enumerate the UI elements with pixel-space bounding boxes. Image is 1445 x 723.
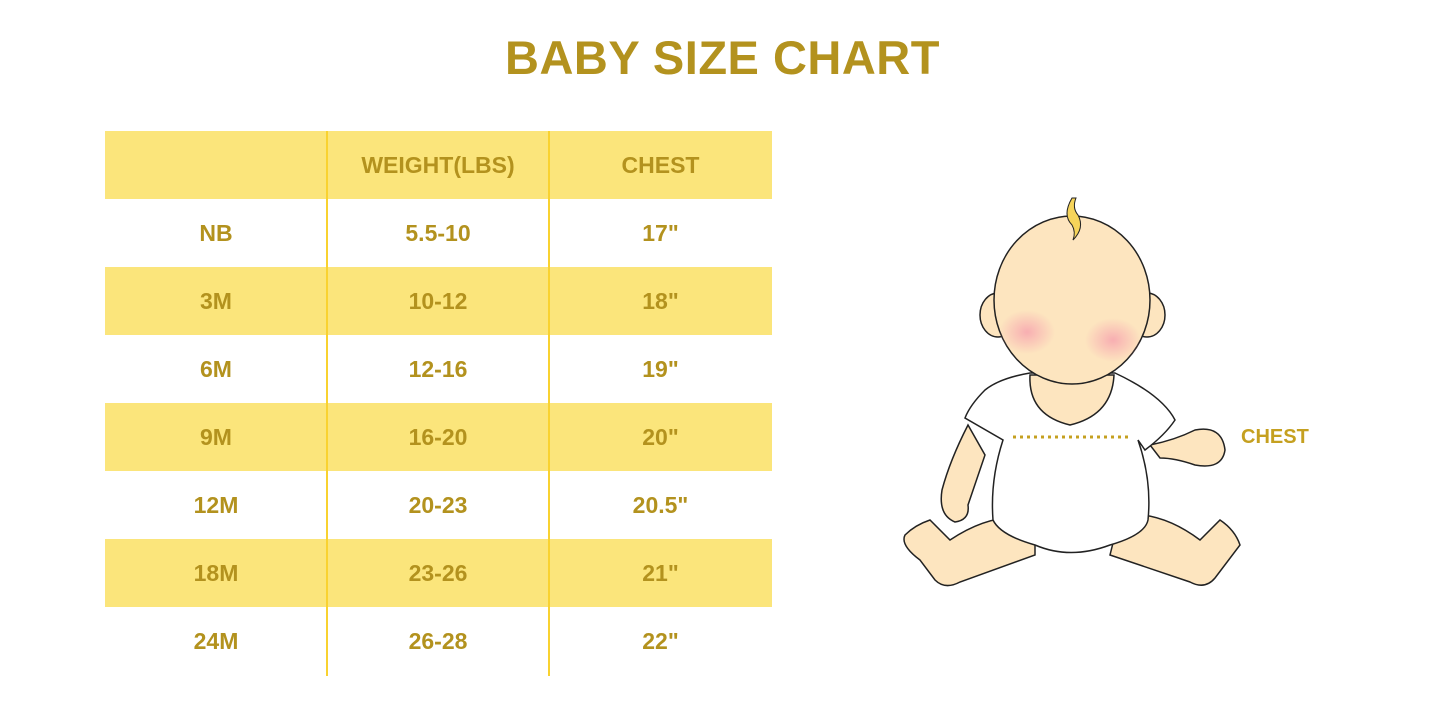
left-cheek — [999, 310, 1055, 354]
left-leg — [903, 516, 1036, 587]
table-row: NB 5.5-10 17" — [105, 199, 772, 267]
table-header-row: WEIGHT(LBS) CHEST — [105, 131, 772, 199]
size-cell: 6M — [200, 355, 232, 382]
page-title: BABY SIZE CHART — [505, 31, 940, 84]
size-cell: NB — [199, 219, 233, 246]
chest-cell: 20.5" — [632, 491, 689, 518]
weight-cell: 23-26 — [408, 559, 468, 586]
left-arm — [940, 423, 986, 523]
chest-cell: 22" — [642, 627, 679, 654]
weight-cell: 10-12 — [408, 287, 468, 314]
size-cell: 9M — [200, 423, 232, 450]
right-cheek — [1085, 318, 1141, 362]
right-arm — [1148, 428, 1226, 467]
onesie — [964, 372, 1176, 554]
chest-cell: 18" — [642, 287, 679, 314]
chest-label: CHEST — [1241, 426, 1309, 448]
table-row: 9M 16-20 20" — [105, 403, 772, 471]
weight-cell: 12-16 — [408, 355, 468, 382]
size-cell: 12M — [193, 491, 239, 518]
column-divider — [548, 131, 550, 676]
size-table: WEIGHT(LBS) CHEST NB 5.5-10 17" 3M 10-12 18" 6… — [105, 131, 772, 675]
table-row: 3M 10-12 18" — [105, 267, 772, 335]
size-cell: 3M — [200, 287, 232, 314]
size-cell: 18M — [193, 559, 239, 586]
chest-cell: 17" — [642, 219, 679, 246]
table-row: 18M 23-26 21" — [105, 539, 772, 607]
table-row: 12M 20-23 20.5" — [105, 471, 772, 539]
chest-cell: 20" — [642, 423, 679, 450]
header-cell: CHEST — [621, 151, 700, 178]
weight-cell: 26-28 — [408, 627, 468, 654]
weight-cell: 5.5-10 — [405, 219, 471, 246]
chest-cell: 21" — [642, 559, 679, 586]
column-divider — [326, 131, 328, 676]
right-leg — [1109, 513, 1241, 586]
table-row: 6M 12-16 19" — [105, 335, 772, 403]
weight-cell: 16-20 — [408, 423, 468, 450]
header-cell: WEIGHT(LBS) — [361, 151, 515, 178]
weight-cell: 20-23 — [408, 491, 468, 518]
neck — [1029, 374, 1115, 426]
chest-cell: 19" — [642, 355, 679, 382]
size-cell: 24M — [193, 627, 239, 654]
hair-curl — [1066, 197, 1082, 241]
table-row: 24M 26-28 22" — [105, 607, 772, 675]
